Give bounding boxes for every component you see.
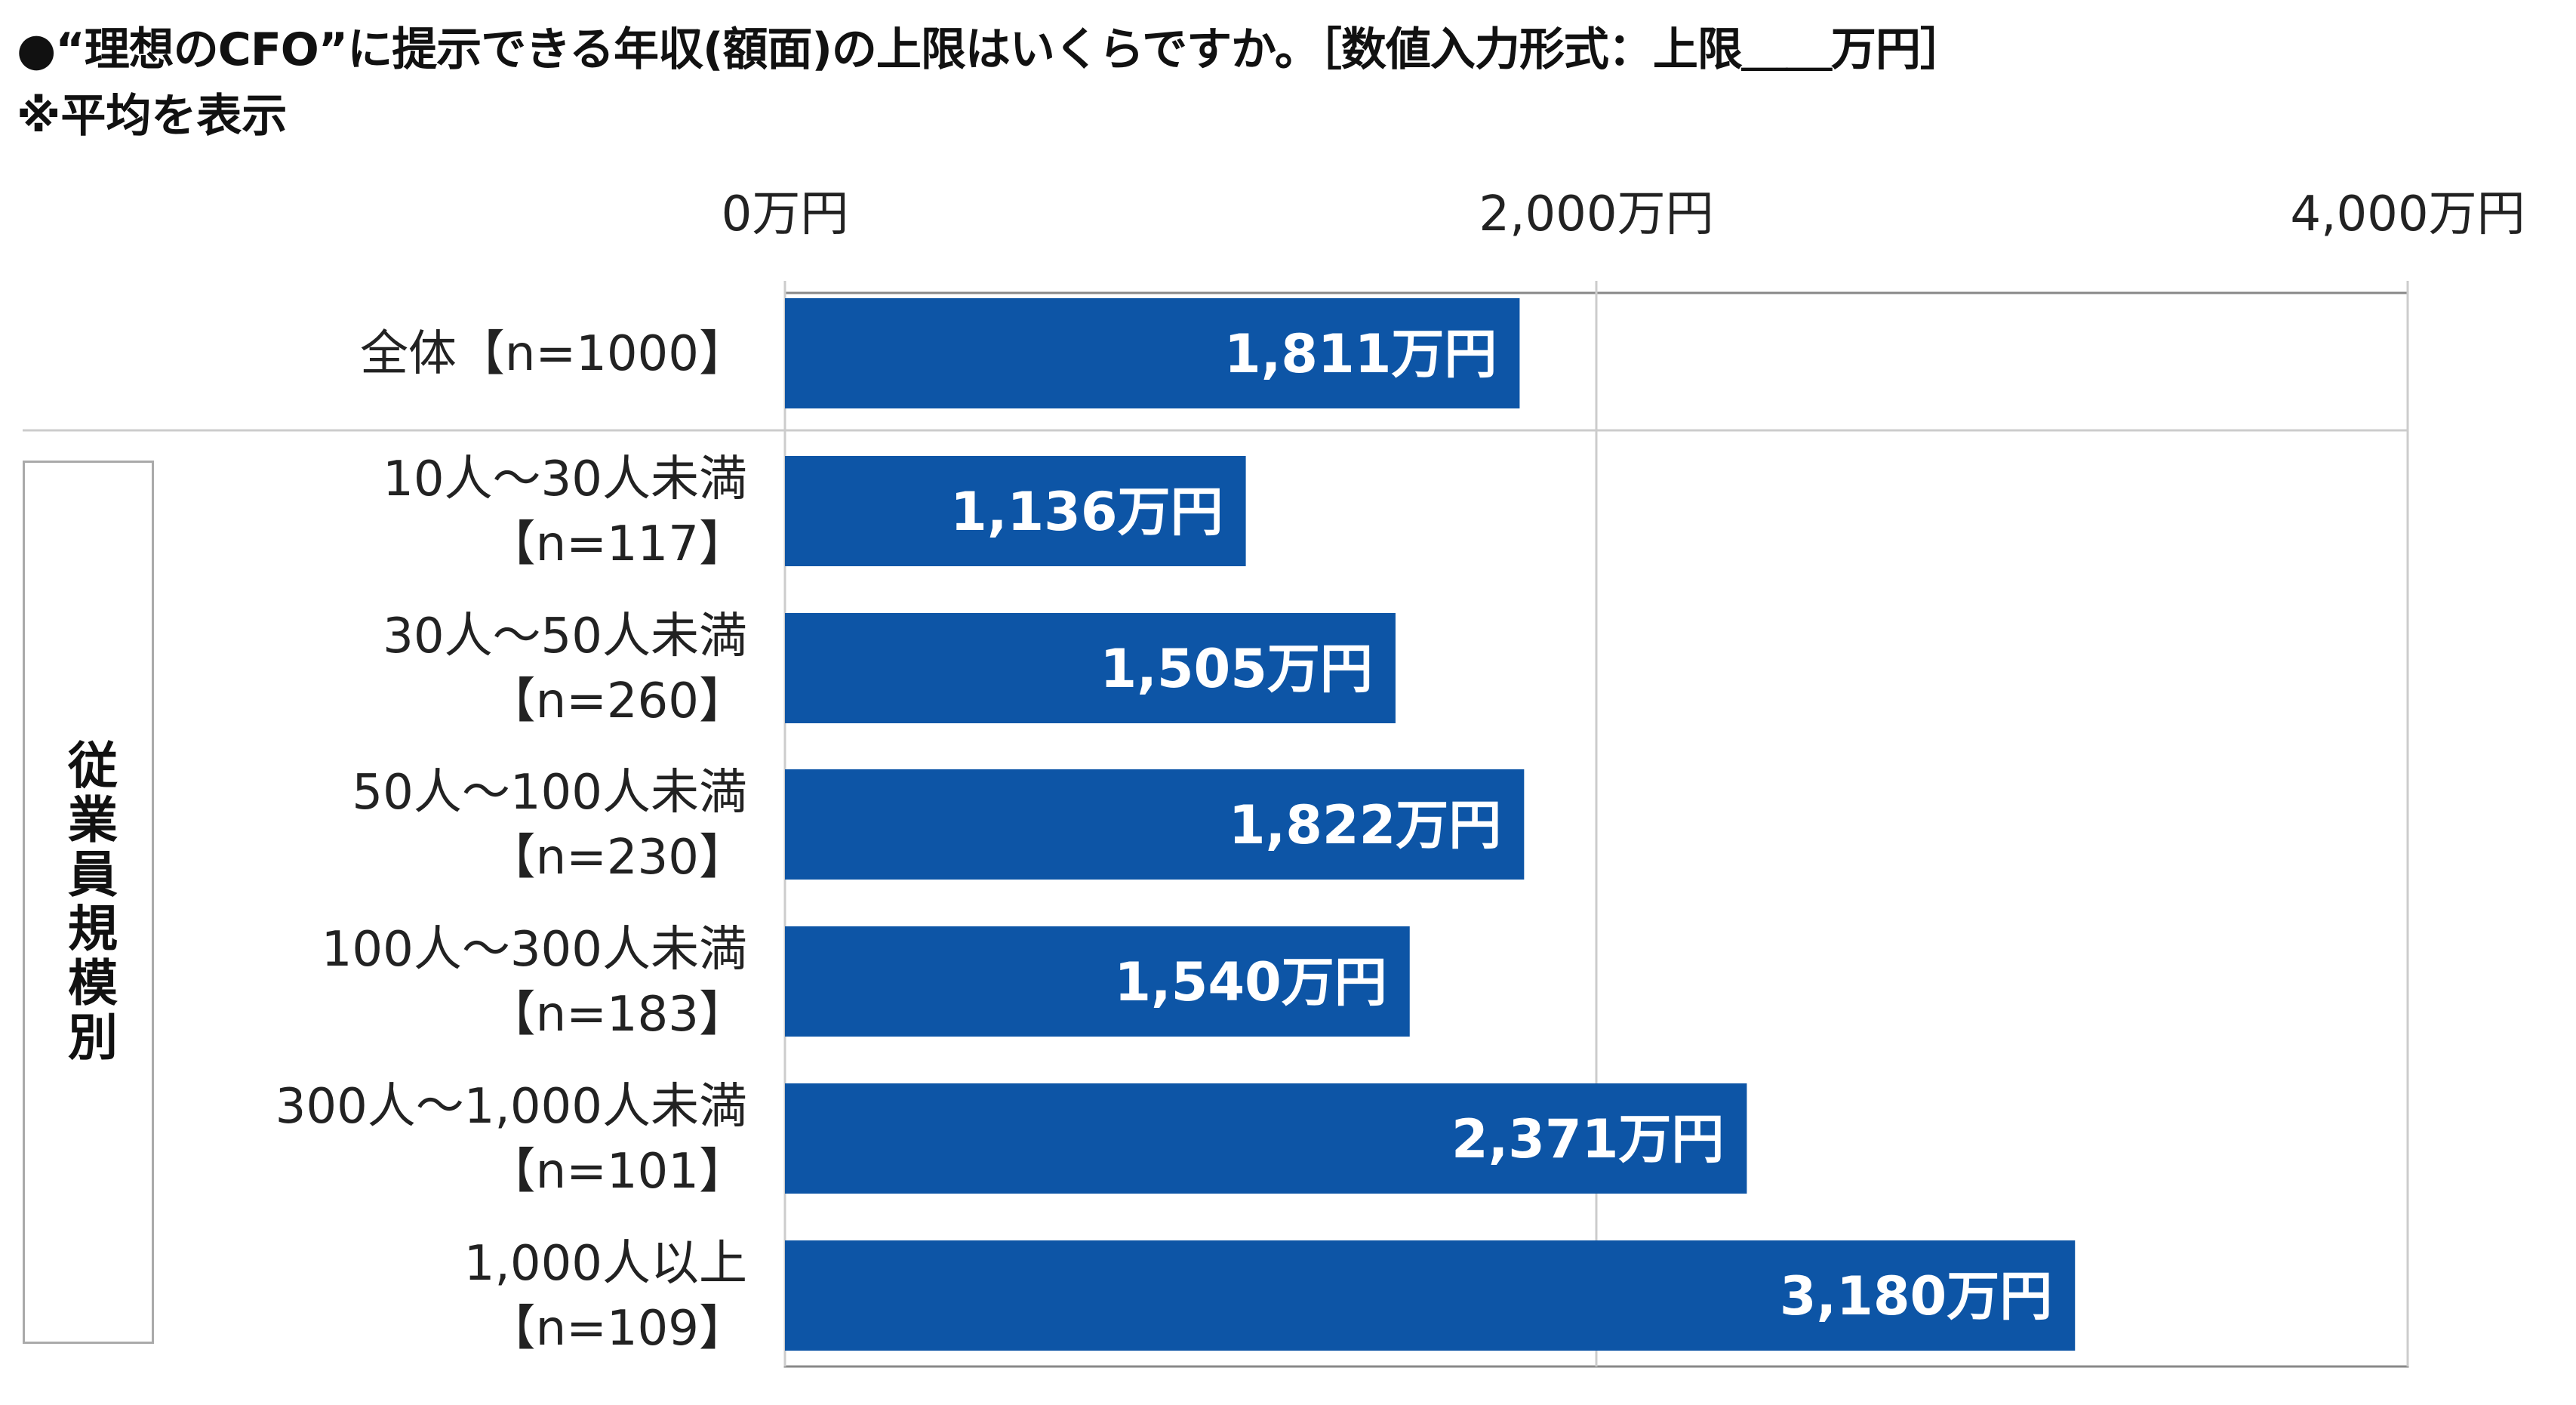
category-label: 【n=260】 <box>488 673 747 729</box>
bar <box>785 769 1525 880</box>
category-label: 300人～1,000人未満 <box>275 1079 747 1135</box>
group-label: 従業員規模別 <box>23 461 154 1344</box>
data-label: 1,822万円 <box>1229 794 1501 856</box>
group-label-text: 従業員規模別 <box>60 739 118 1065</box>
category-label: 【n=183】 <box>488 987 747 1043</box>
data-label: 1,540万円 <box>1114 951 1386 1013</box>
chart-title: ●“理想のCFO”に提示できる年収(額面)の上限はいくらですか。［数値入力形式：… <box>17 23 1965 76</box>
data-label: 2,371万円 <box>1451 1108 1724 1170</box>
data-label: 3,180万円 <box>1780 1265 2052 1327</box>
category-label: 【n=230】 <box>488 830 747 886</box>
category-label: 50人～100人未満 <box>352 765 747 821</box>
x-tick-label: 4,000万円 <box>2290 186 2525 242</box>
category-label: 100人～300人未満 <box>322 922 747 978</box>
category-label: 【n=109】 <box>488 1301 747 1357</box>
data-label: 1,136万円 <box>950 481 1223 543</box>
bar <box>785 456 1246 566</box>
group-box <box>23 461 154 1344</box>
bar <box>785 926 1410 1037</box>
data-label: 1,505万円 <box>1100 638 1373 700</box>
bar <box>785 613 1396 723</box>
category-label: 【n=101】 <box>488 1144 747 1200</box>
chart-subtitle: ※平均を表示 <box>17 90 288 143</box>
category-label: 全体【n=1000】 <box>360 326 747 382</box>
x-tick-label: 0万円 <box>722 186 849 242</box>
category-label: 10人～30人未満 <box>383 451 747 507</box>
bar <box>785 298 1520 408</box>
bar <box>785 1240 2076 1351</box>
data-label: 1,811万円 <box>1224 323 1497 385</box>
category-label: 【n=117】 <box>488 516 747 572</box>
category-label: 30人～50人未満 <box>383 609 747 664</box>
category-label: 1,000人以上 <box>464 1236 747 1292</box>
bar <box>785 1083 1747 1194</box>
x-tick-label: 2,000万円 <box>1479 186 1713 242</box>
